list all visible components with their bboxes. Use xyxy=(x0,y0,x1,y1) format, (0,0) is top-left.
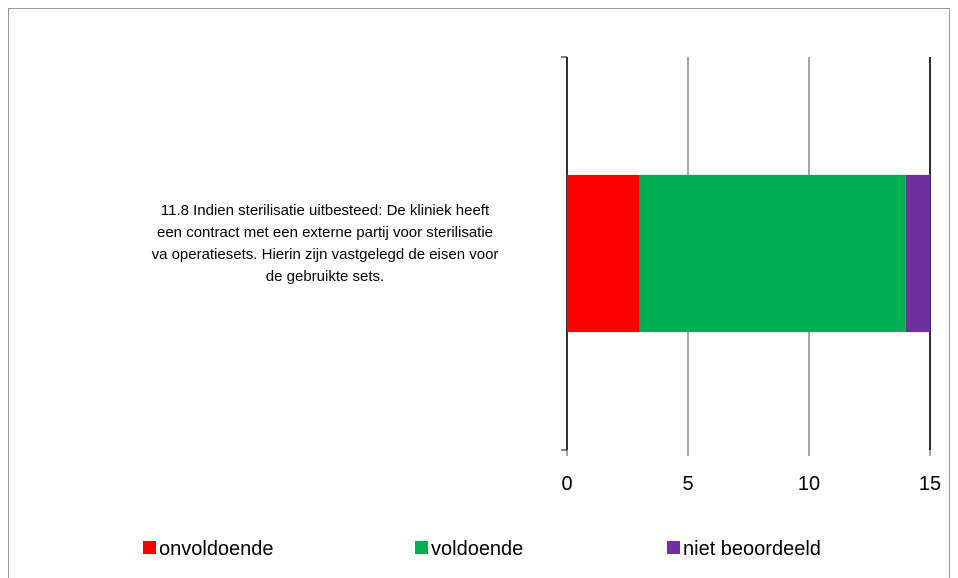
x-tick-label: 5 xyxy=(682,473,693,495)
legend-swatch xyxy=(143,541,156,554)
legend-label: voldoende xyxy=(431,538,523,560)
legend-label: niet beoordeeld xyxy=(683,538,821,560)
bar-segment xyxy=(567,174,640,333)
category-label: 11.8 Indien sterilisatie uitbesteed: De … xyxy=(151,202,499,285)
x-tick-label: 0 xyxy=(561,473,572,495)
chart-frame xyxy=(8,8,950,578)
bar-segment xyxy=(905,174,930,333)
x-tick-label: 10 xyxy=(798,473,820,495)
legend-swatch xyxy=(667,541,680,554)
x-tick-label: 15 xyxy=(919,473,941,495)
bar-segment xyxy=(639,174,906,333)
legend-label: onvoldoende xyxy=(159,538,274,560)
legend-swatch xyxy=(415,541,428,554)
